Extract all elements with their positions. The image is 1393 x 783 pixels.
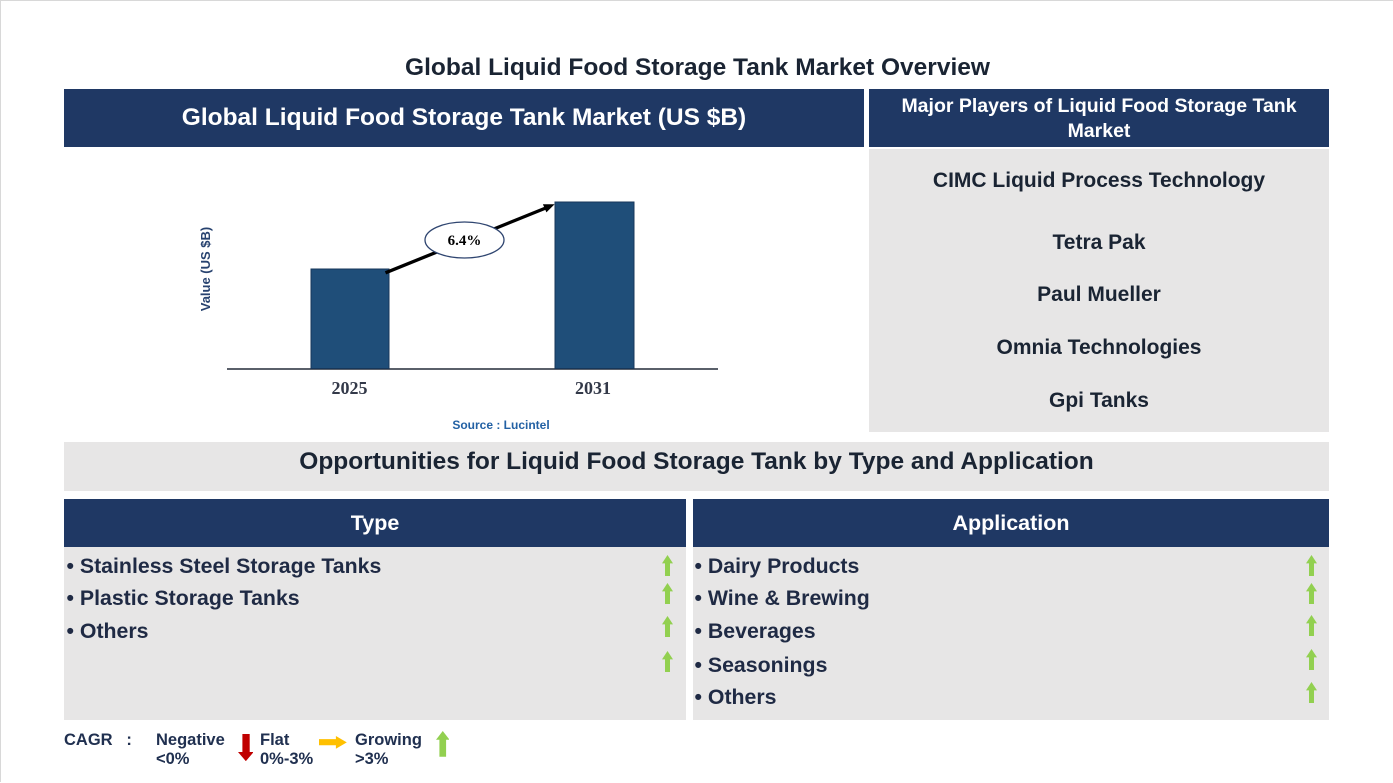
svg-text:2031: 2031 [575, 378, 611, 398]
svg-text:6.4%: 6.4% [448, 233, 482, 249]
svg-text:2025: 2025 [332, 378, 368, 398]
svg-text:Value (US $B): Value (US $B) [198, 227, 213, 312]
svg-text:Source : Lucintel: Source : Lucintel [452, 418, 549, 432]
